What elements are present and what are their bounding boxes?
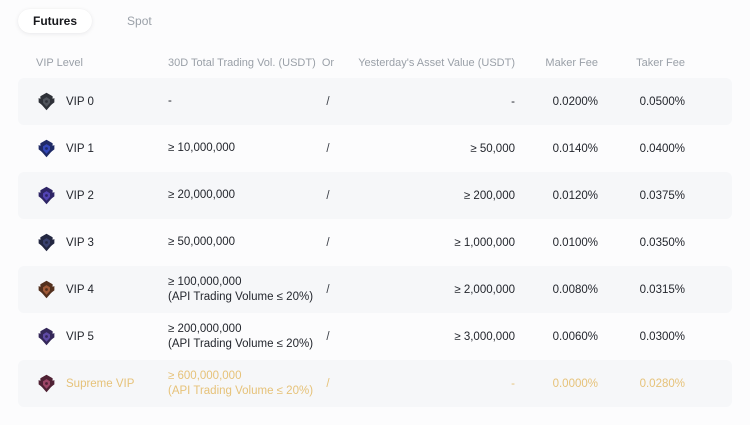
table-body: VIP 0 - / - 0.0200% 0.0500% VIP 1 ≥ 10,0… bbox=[18, 78, 732, 407]
tab-futures[interactable]: Futures bbox=[18, 9, 93, 33]
asset-value-cell: - bbox=[511, 95, 515, 108]
taker-fee-cell: 0.0400% bbox=[639, 142, 685, 155]
trading-volume-value: ≥ 100,000,000 bbox=[168, 275, 242, 288]
asset-value-cell: ≥ 200,000 bbox=[463, 189, 515, 202]
vip-badge-icon bbox=[38, 92, 55, 111]
or-cell: / bbox=[326, 377, 330, 390]
trading-volume-note: (API Trading Volume ≤ 20%) bbox=[168, 337, 314, 350]
vip-badge-icon bbox=[38, 327, 55, 346]
trading-volume-note: (API Trading Volume ≤ 20%) bbox=[168, 290, 314, 303]
maker-fee-cell: 0.0120% bbox=[552, 189, 598, 202]
maker-fee-cell: 0.0200% bbox=[552, 95, 598, 108]
table-row: Supreme VIP ≥ 600,000,000 (API Trading V… bbox=[18, 360, 732, 407]
vip-badge-icon bbox=[38, 186, 55, 205]
trading-volume-value: ≥ 20,000,000 bbox=[168, 189, 236, 201]
asset-value-cell: ≥ 3,000,000 bbox=[454, 330, 515, 343]
vip-level-label: VIP 2 bbox=[66, 189, 94, 202]
column-header-maker-fee: Maker Fee bbox=[545, 57, 598, 69]
vip-badge-icon bbox=[38, 374, 55, 393]
or-cell: / bbox=[326, 95, 330, 108]
asset-value-cell: ≥ 50,000 bbox=[470, 142, 515, 155]
vip-badge-icon bbox=[38, 280, 55, 299]
vip-level-label: Supreme VIP bbox=[66, 377, 135, 390]
vip-level-cell: VIP 3 bbox=[18, 232, 150, 253]
or-cell: / bbox=[326, 330, 330, 343]
or-cell: / bbox=[326, 142, 330, 155]
trading-volume-cell: - bbox=[150, 94, 312, 109]
trading-volume-cell: ≥ 100,000,000 (API Trading Volume ≤ 20%) bbox=[150, 275, 314, 305]
or-cell: / bbox=[326, 236, 330, 249]
trading-volume-cell: ≥ 20,000,000 bbox=[150, 188, 312, 203]
column-header-vip-level: VIP Level bbox=[36, 57, 83, 69]
trading-volume-cell: ≥ 50,000,000 bbox=[150, 235, 312, 250]
trading-volume-value: ≥ 10,000,000 bbox=[168, 142, 236, 154]
trading-volume-value: ≥ 600,000,000 bbox=[168, 369, 242, 382]
vip-level-label: VIP 1 bbox=[66, 142, 94, 155]
vip-level-cell: VIP 1 bbox=[18, 138, 150, 159]
vip-level-cell: VIP 4 bbox=[18, 279, 150, 300]
maker-fee-cell: 0.0000% bbox=[552, 377, 598, 390]
table-row: VIP 0 - / - 0.0200% 0.0500% bbox=[18, 78, 732, 125]
column-header-asset-value: Yesterday's Asset Value (USDT) bbox=[358, 57, 515, 69]
maker-fee-cell: 0.0100% bbox=[552, 236, 598, 249]
or-cell: / bbox=[326, 189, 330, 202]
maker-fee-cell: 0.0060% bbox=[552, 330, 598, 343]
maker-fee-cell: 0.0080% bbox=[552, 283, 598, 296]
trading-volume-value: ≥ 200,000,000 bbox=[168, 322, 242, 335]
taker-fee-cell: 0.0280% bbox=[639, 377, 685, 390]
table-row: VIP 4 ≥ 100,000,000 (API Trading Volume … bbox=[18, 266, 732, 313]
asset-value-cell: - bbox=[511, 377, 515, 390]
trading-volume-note: (API Trading Volume ≤ 20%) bbox=[168, 384, 314, 397]
taker-fee-cell: 0.0350% bbox=[639, 236, 685, 249]
vip-level-cell: VIP 5 bbox=[18, 326, 150, 347]
vip-level-label: VIP 4 bbox=[66, 283, 94, 296]
vip-level-cell: Supreme VIP bbox=[18, 373, 150, 394]
table-header-row: VIP Level 30D Total Trading Vol. (USDT) … bbox=[18, 48, 732, 78]
asset-value-cell: ≥ 1,000,000 bbox=[454, 236, 515, 249]
vip-fee-table: VIP Level 30D Total Trading Vol. (USDT) … bbox=[0, 48, 750, 407]
taker-fee-cell: 0.0300% bbox=[639, 330, 685, 343]
vip-badge-icon bbox=[38, 233, 55, 252]
asset-value-cell: ≥ 2,000,000 bbox=[454, 283, 515, 296]
vip-level-label: VIP 5 bbox=[66, 330, 94, 343]
trading-volume-value: ≥ 50,000,000 bbox=[168, 236, 236, 248]
vip-level-cell: VIP 0 bbox=[18, 91, 150, 112]
taker-fee-cell: 0.0500% bbox=[639, 95, 685, 108]
vip-badge-icon bbox=[38, 139, 55, 158]
or-cell: / bbox=[326, 283, 330, 296]
taker-fee-cell: 0.0375% bbox=[639, 189, 685, 202]
table-row: VIP 1 ≥ 10,000,000 / ≥ 50,000 0.0140% 0.… bbox=[18, 125, 732, 172]
table-row: VIP 2 ≥ 20,000,000 / ≥ 200,000 0.0120% 0… bbox=[18, 172, 732, 219]
vip-level-cell: VIP 2 bbox=[18, 185, 150, 206]
table-row: VIP 5 ≥ 200,000,000 (API Trading Volume … bbox=[18, 313, 732, 360]
trading-volume-cell: ≥ 10,000,000 bbox=[150, 141, 312, 156]
trading-volume-value: - bbox=[168, 95, 172, 107]
column-header-or: Or bbox=[321, 57, 335, 69]
trading-volume-cell: ≥ 600,000,000 (API Trading Volume ≤ 20%) bbox=[150, 369, 314, 399]
column-header-trading-volume: 30D Total Trading Vol. (USDT) bbox=[168, 57, 316, 69]
market-type-tabs: Futures Spot bbox=[0, 0, 750, 34]
trading-volume-cell: ≥ 200,000,000 (API Trading Volume ≤ 20%) bbox=[150, 322, 314, 352]
vip-level-label: VIP 0 bbox=[66, 95, 94, 108]
maker-fee-cell: 0.0140% bbox=[552, 142, 598, 155]
table-row: VIP 3 ≥ 50,000,000 / ≥ 1,000,000 0.0100%… bbox=[18, 219, 732, 266]
vip-level-label: VIP 3 bbox=[66, 236, 94, 249]
tab-spot[interactable]: Spot bbox=[127, 14, 152, 28]
column-header-taker-fee: Taker Fee bbox=[636, 57, 685, 69]
taker-fee-cell: 0.0315% bbox=[639, 283, 685, 296]
